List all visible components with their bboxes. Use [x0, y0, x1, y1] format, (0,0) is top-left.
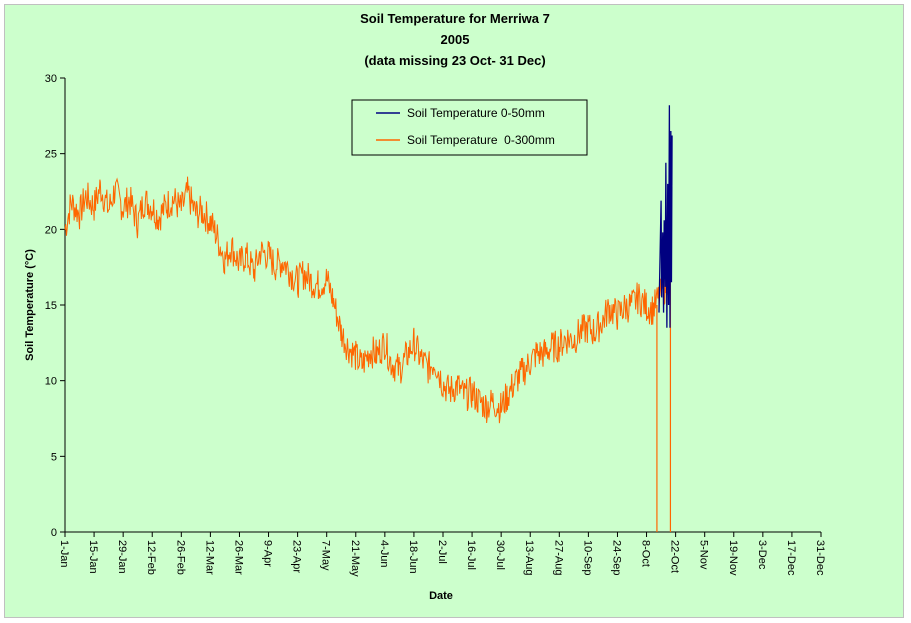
x-tick-label: 24-Sep: [610, 540, 622, 575]
legend-label-0-300mm: Soil Temperature 0-300mm: [407, 133, 555, 147]
x-tick-label: 23-Apr: [291, 540, 303, 573]
x-tick-label: 22-Oct: [669, 540, 681, 573]
x-tick-label: 7-May: [320, 540, 332, 571]
legend-box: [351, 99, 588, 156]
x-tick-label: 10-Sep: [581, 540, 593, 575]
x-tick-label: 26-Feb: [174, 540, 186, 575]
series-group: [64, 105, 673, 532]
legend-label-0-50mm: Soil Temperature 0-50mm: [407, 106, 545, 120]
x-tick-label: 19-Nov: [727, 540, 739, 576]
y-tick-label: 20: [45, 224, 57, 236]
x-axis: 1-Jan 15-Jan 29-Jan 12-Feb 26-Feb 12-Mar 26-Ma…: [58, 531, 826, 577]
series-line-0-50mm: [658, 105, 673, 328]
y-tick-label: 30: [45, 73, 57, 85]
x-tick-label: 4-Jun: [378, 540, 390, 568]
series-line-0-300mm: [64, 176, 672, 424]
chart-title-line-1: Soil Temperature for Merriwa 7: [360, 11, 550, 26]
chart-title-line-3: (data missing 23 Oct- 31 Dec): [364, 53, 545, 68]
y-tick-label: 15: [45, 300, 57, 312]
x-tick-label: 3-Dec: [756, 540, 768, 570]
x-tick-label: 13-Aug: [523, 540, 535, 575]
x-tick-label: 5-Nov: [698, 540, 710, 570]
y-tick-label: 0: [51, 527, 57, 539]
x-tick-label: 16-Jul: [465, 540, 477, 570]
y-tick-label: 10: [45, 376, 57, 388]
x-tick-label: 12-Feb: [145, 540, 157, 575]
y-axis-title: Soil Temperature (°C): [24, 249, 36, 361]
x-tick-label: 27-Aug: [552, 540, 564, 575]
y-axis: 0 5 10 15 20 25 30: [45, 73, 66, 539]
x-tick-label: 18-Jun: [407, 540, 419, 574]
x-tick-label: 29-Jan: [116, 540, 128, 574]
x-axis-title: Date: [429, 590, 453, 602]
y-tick-label: 5: [51, 451, 57, 463]
legend: Soil Temperature 0-50mm Soil Temperature…: [351, 99, 588, 156]
x-tick-label: 15-Jan: [87, 540, 99, 574]
x-tick-label: 9-Apr: [262, 540, 274, 567]
x-tick-label: 1-Jan: [58, 540, 70, 568]
x-tick-label: 21-May: [349, 540, 361, 577]
y-tick-label: 25: [45, 149, 57, 161]
x-tick-label: 12-Mar: [203, 540, 215, 575]
chart-title-line-2: 2005: [441, 32, 470, 47]
x-tick-label: 26-Mar: [232, 540, 244, 575]
x-tick-label: 8-Oct: [640, 540, 652, 567]
x-tick-label: 17-Dec: [785, 540, 797, 576]
x-tick-label: 31-Dec: [814, 540, 826, 576]
x-tick-label: 30-Jul: [494, 540, 506, 570]
x-tick-label: 2-Jul: [436, 540, 448, 564]
